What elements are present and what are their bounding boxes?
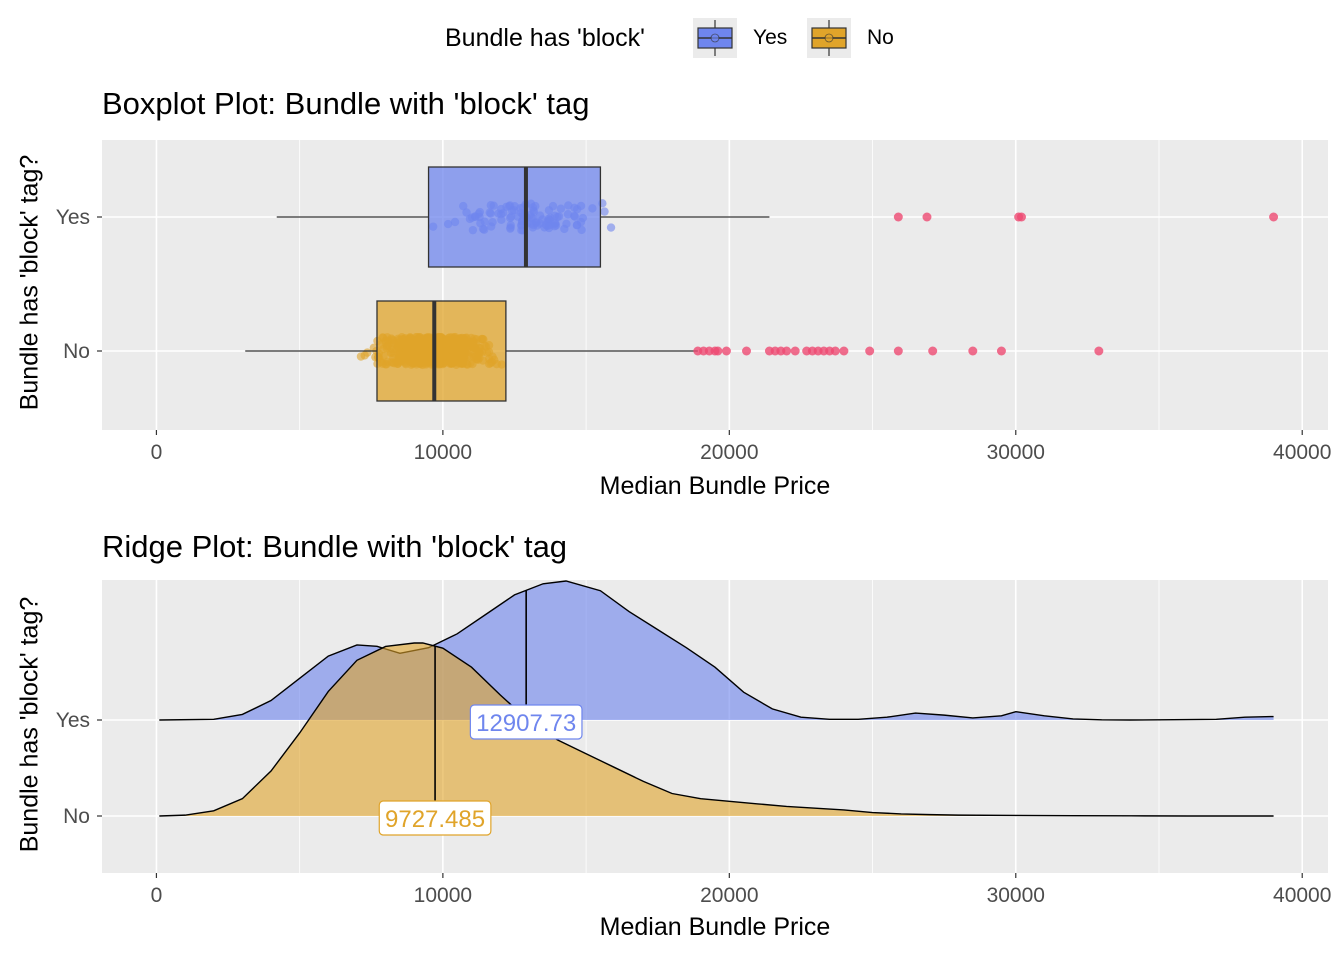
jitter-point-no	[356, 352, 366, 361]
ridge-title: Ridge Plot: Bundle with 'block' tag	[102, 529, 568, 564]
outlier-point-yes	[922, 212, 932, 222]
median-label-yes: 12907.73	[469, 704, 583, 740]
legend-label-yes: Yes	[753, 26, 788, 49]
ridge-x-tick-label: 10000	[414, 884, 472, 907]
ridge-panel-background	[102, 580, 1328, 873]
legend: Bundle has 'block' Yes No	[0, 0, 1344, 70]
ridge-outline-no	[159, 642, 1274, 817]
outlier-point-no	[865, 346, 875, 356]
boxplot-x-axis-title: Median Bundle Price	[599, 472, 831, 500]
legend-key-yes	[693, 18, 737, 58]
boxplot-y-tick-label: No	[63, 340, 90, 363]
outlier-point-no	[928, 346, 938, 356]
outlier-point-no	[742, 346, 752, 356]
boxplot-y-tick-label: Yes	[56, 206, 90, 229]
boxplot-x-tick-label: 20000	[700, 441, 758, 464]
ridge-x-axis-title: Median Bundle Price	[599, 913, 831, 941]
ridge-y-tick-label: Yes	[56, 709, 90, 732]
outlier-point-no	[830, 346, 840, 356]
jitter-point-yes	[600, 207, 609, 216]
legend-label-no: No	[867, 26, 894, 49]
median-label-box-no	[378, 800, 492, 836]
legend-title: Bundle has 'block'	[445, 24, 645, 52]
outlier-point-no	[893, 346, 903, 356]
median-label-box-yes	[469, 704, 583, 740]
boxplot-panel-background	[102, 140, 1328, 430]
ridge-x-tick-label: 20000	[700, 884, 758, 907]
ridge-y-tick-label: No	[63, 805, 90, 828]
boxplot-x-tick-label: 10000	[414, 441, 472, 464]
ridge-area-no	[159, 643, 1274, 816]
boxplot-x-tick-label: 30000	[987, 441, 1045, 464]
outlier-point-no	[996, 346, 1006, 356]
boxplot-chart: 0 10000 20000 30000 40000 Yes No	[56, 140, 1331, 464]
jitter-point-yes	[606, 223, 616, 232]
median-label-text-yes: 12907.73	[476, 710, 576, 737]
outlier-point-no	[839, 346, 849, 356]
legend-key-no-glyph	[811, 20, 847, 56]
median-label-no: 9727.485	[378, 800, 492, 836]
outlier-point-no	[713, 346, 723, 356]
outlier-point-no	[790, 346, 800, 356]
box-no	[376, 300, 507, 402]
ridge-outline-yes	[159, 580, 1274, 721]
outlier-point-no	[968, 346, 978, 356]
outlier-point-yes	[1017, 212, 1026, 222]
legend-key-no	[807, 18, 851, 58]
boxplot-title: Boxplot Plot: Bundle with 'block' tag	[102, 86, 590, 121]
boxplot-x-tick-label: 0	[151, 441, 163, 464]
ridge-x-tick-label: 40000	[1273, 884, 1331, 907]
outlier-point-no	[1094, 346, 1104, 356]
ridge-chart: 0 10000 20000 30000 40000 Yes No 12907.73 9727.4…	[56, 580, 1331, 907]
legend-key-yes-glyph	[697, 20, 733, 56]
outlier-point-yes	[1269, 212, 1279, 222]
boxplot-x-tick-label: 40000	[1273, 441, 1331, 464]
box-yes	[427, 166, 602, 268]
outlier-point-no	[782, 346, 792, 356]
ridge-x-tick-label: 30000	[987, 884, 1045, 907]
outlier-point-no	[721, 346, 731, 356]
median-label-text-no: 9727.485	[385, 806, 485, 833]
outlier-point-yes	[893, 212, 903, 222]
ridge-x-tick-label: 0	[151, 884, 163, 907]
